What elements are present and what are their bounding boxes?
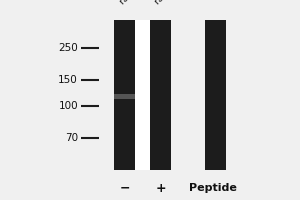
Text: +: + xyxy=(155,182,166,194)
Text: rat brain: rat brain xyxy=(118,0,152,6)
Bar xyxy=(114,94,135,99)
Bar xyxy=(135,20,150,170)
Bar xyxy=(150,20,171,170)
Text: 250: 250 xyxy=(58,43,78,53)
Bar xyxy=(114,20,135,170)
Text: 150: 150 xyxy=(58,75,78,85)
Text: Peptide: Peptide xyxy=(189,183,237,193)
Text: rat brain: rat brain xyxy=(153,0,187,6)
Bar xyxy=(206,20,226,170)
Text: 100: 100 xyxy=(58,101,78,111)
Text: 70: 70 xyxy=(65,133,78,143)
Text: −: − xyxy=(119,182,130,194)
